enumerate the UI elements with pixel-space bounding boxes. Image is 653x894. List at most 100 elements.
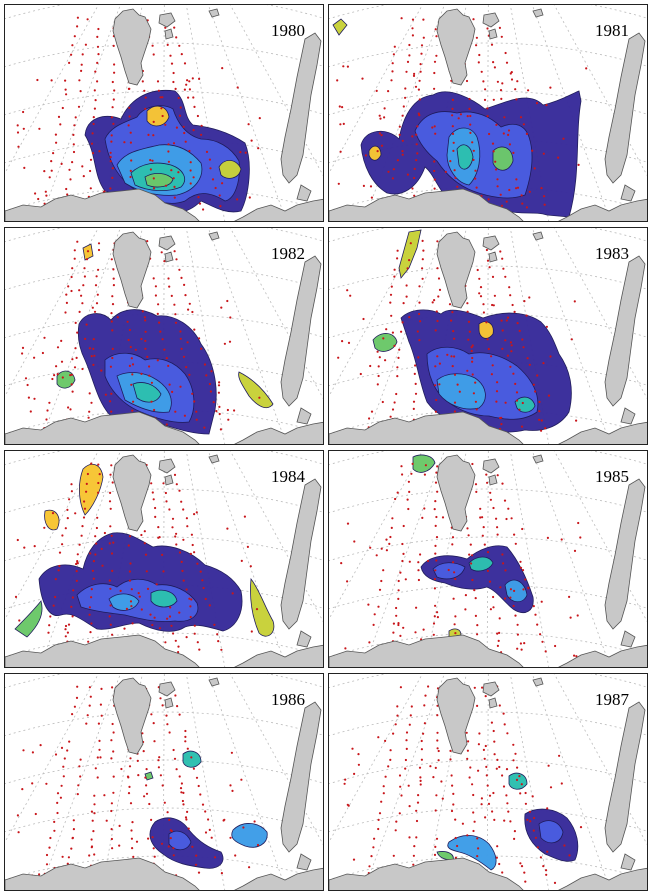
station-dot	[87, 640, 90, 643]
station-dot	[409, 714, 412, 717]
station-dot	[69, 178, 72, 181]
meridian-line	[363, 228, 445, 444]
station-dot	[434, 132, 437, 135]
station-dot	[109, 151, 112, 154]
station-dot	[93, 812, 96, 815]
station-dot	[194, 863, 198, 866]
station-dot	[466, 302, 469, 305]
station-dot	[414, 382, 417, 385]
station-dot	[415, 606, 418, 609]
station-dot	[67, 623, 71, 626]
station-dot	[129, 141, 132, 144]
meridian-line	[207, 451, 287, 667]
station-dot	[515, 178, 518, 181]
station-dot	[109, 187, 112, 190]
station-dot	[111, 106, 114, 109]
station-dot	[536, 623, 539, 626]
station-dot	[165, 714, 168, 717]
station-dot	[486, 115, 489, 118]
station-dot	[543, 203, 546, 206]
station-dot	[395, 820, 398, 823]
station-dot	[411, 34, 414, 37]
station-dot	[93, 310, 97, 313]
station-dot	[406, 267, 409, 270]
meridian-line	[207, 228, 287, 444]
station-dot	[128, 115, 131, 118]
station-dot	[539, 856, 542, 859]
station-dot	[562, 137, 565, 140]
station-dot	[190, 533, 193, 536]
station-dot	[132, 400, 135, 403]
station-dot	[405, 284, 408, 287]
meridian-line	[531, 451, 611, 667]
station-dot	[493, 294, 496, 297]
station-dot	[130, 588, 133, 591]
station-dot	[172, 71, 175, 75]
station-dot	[178, 489, 181, 492]
station-dot	[454, 615, 457, 618]
station-dot	[170, 829, 173, 833]
station-dot	[185, 588, 188, 591]
parallel-line	[329, 674, 647, 689]
station-dot	[414, 364, 417, 367]
station-dot	[575, 655, 578, 658]
station-dot	[66, 517, 69, 520]
contour-level-4	[492, 146, 514, 171]
station-dot	[66, 749, 69, 752]
station-dot	[469, 123, 472, 126]
station-dot	[367, 603, 370, 606]
station-dot	[185, 818, 188, 821]
station-dot	[64, 635, 67, 638]
station-dot	[169, 54, 172, 57]
station-dot	[505, 319, 508, 322]
station-dot	[376, 383, 379, 386]
station-dot	[130, 829, 133, 832]
station-dot	[436, 616, 439, 619]
station-dot	[420, 748, 423, 751]
station-dot	[22, 749, 25, 752]
station-dot	[95, 542, 98, 545]
station-dot	[110, 757, 113, 760]
station-dot	[131, 363, 135, 366]
station-dot	[505, 61, 509, 64]
station-dot	[473, 820, 476, 823]
station-dot	[189, 605, 192, 608]
station-dot	[220, 306, 223, 309]
station-dot	[56, 801, 59, 804]
land-polygon	[558, 421, 647, 444]
station-dot	[185, 366, 188, 369]
station-dot	[187, 308, 190, 311]
station-dot	[376, 350, 379, 353]
station-dot	[143, 530, 146, 533]
station-dot	[451, 543, 454, 546]
station-dot	[145, 792, 149, 795]
station-dot	[391, 177, 394, 180]
station-dot	[144, 330, 147, 333]
station-dot	[377, 605, 380, 608]
station-dot	[411, 18, 415, 21]
station-dot	[109, 160, 112, 163]
station-dot	[433, 87, 436, 90]
station-dot	[391, 408, 395, 411]
station-dot	[173, 185, 176, 188]
station-dot	[154, 506, 157, 510]
station-dot	[180, 53, 183, 56]
station-dot	[472, 158, 475, 161]
contour-level-6	[146, 105, 170, 127]
contour-level-4	[144, 771, 154, 781]
station-dot	[185, 83, 188, 86]
station-dot	[84, 337, 87, 340]
station-dot	[111, 303, 115, 306]
station-dot	[419, 320, 422, 323]
station-dot	[489, 608, 492, 611]
station-dot	[434, 845, 437, 848]
station-dot	[585, 67, 588, 70]
parallel-line	[329, 632, 647, 658]
station-dot	[474, 597, 477, 600]
station-dot	[419, 63, 422, 66]
station-dot	[72, 819, 75, 822]
station-dot	[391, 331, 394, 334]
station-dot	[97, 268, 100, 271]
station-dot	[424, 464, 427, 467]
station-dot	[452, 149, 455, 152]
